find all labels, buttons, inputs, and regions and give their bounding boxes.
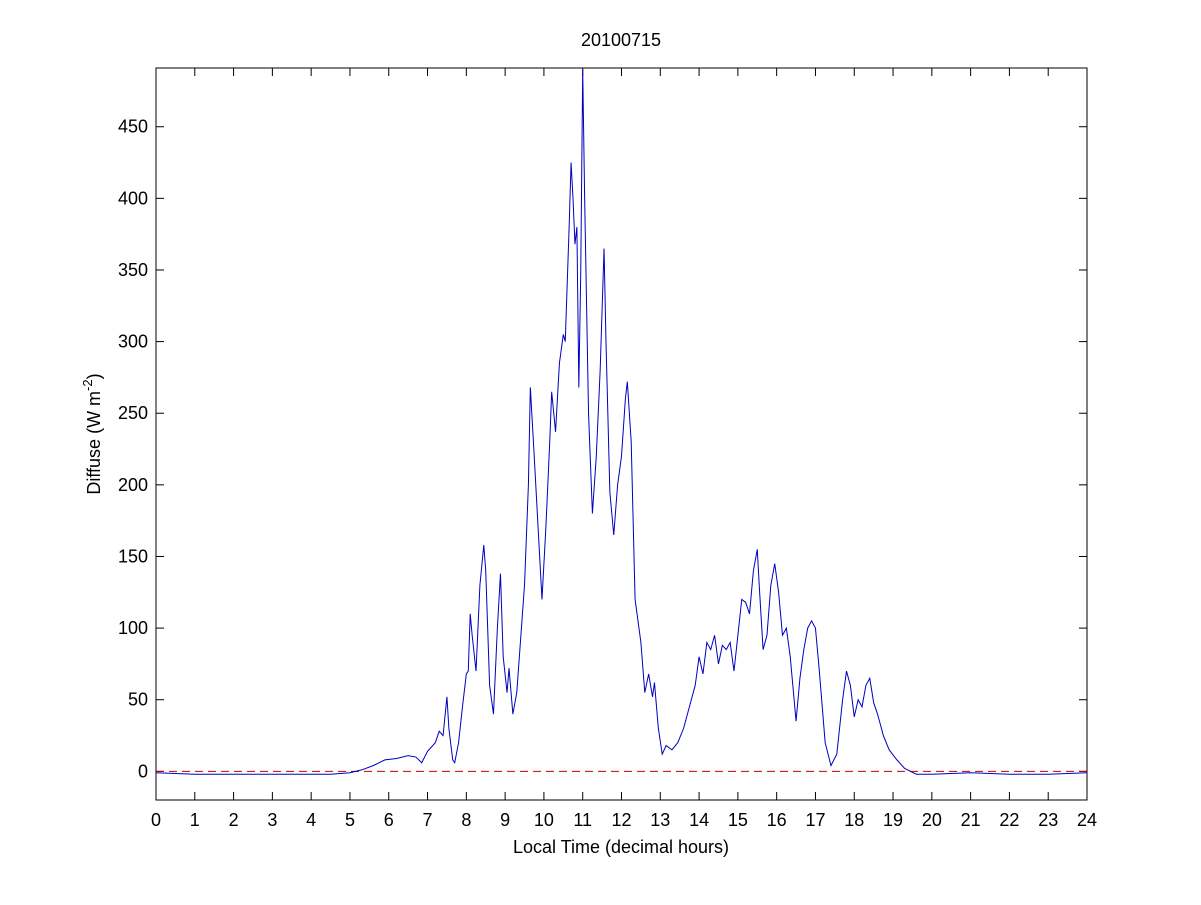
x-tick-label: 24	[1077, 810, 1097, 830]
x-tick-label: 6	[384, 810, 394, 830]
x-tick-label: 19	[883, 810, 903, 830]
plot-area	[155, 67, 1088, 801]
x-tick-label: 2	[229, 810, 239, 830]
x-tick-label: 20	[922, 810, 942, 830]
x-tick-label: 5	[345, 810, 355, 830]
y-tick-label: 100	[118, 618, 148, 638]
data-line	[155, 69, 1088, 775]
y-tick-label: 400	[118, 188, 148, 208]
y-tick-label: 300	[118, 332, 148, 352]
x-tick-label: 10	[534, 810, 554, 830]
y-tick-label: 350	[118, 260, 148, 280]
x-axis-label: Local Time (decimal hours)	[513, 837, 729, 857]
x-tick-label: 16	[767, 810, 787, 830]
x-tick-label: 3	[267, 810, 277, 830]
y-tick-label: 0	[138, 761, 148, 781]
x-tick-label: 9	[500, 810, 510, 830]
x-tick-label: 8	[461, 810, 471, 830]
x-tick-label: 18	[844, 810, 864, 830]
y-label-sup: -2	[80, 379, 95, 391]
x-tick-label: 0	[151, 810, 161, 830]
y-label-end: )	[84, 373, 104, 379]
y-tick-label: 50	[128, 690, 148, 710]
x-tick-label: 23	[1038, 810, 1058, 830]
x-tick-label: 7	[423, 810, 433, 830]
y-tick-label: 150	[118, 546, 148, 566]
x-tick-label: 17	[805, 810, 825, 830]
y-axis-label: Diffuse (W m-2)	[80, 373, 104, 494]
x-tick-label: 13	[650, 810, 670, 830]
chart-title: 20100715	[581, 30, 661, 50]
y-label-main: Diffuse (W m	[84, 391, 104, 495]
x-tick-label: 15	[728, 810, 748, 830]
y-tick-label: 200	[118, 475, 148, 495]
x-tick-label: 22	[999, 810, 1019, 830]
y-tick-label: 250	[118, 403, 148, 423]
x-tick-label: 12	[611, 810, 631, 830]
x-tick-label: 4	[306, 810, 316, 830]
y-tick-label: 450	[118, 117, 148, 137]
x-tick-label: 14	[689, 810, 709, 830]
x-tick-label: 21	[961, 810, 981, 830]
x-tick-label: 11	[573, 810, 592, 830]
x-tick-label: 1	[190, 810, 200, 830]
